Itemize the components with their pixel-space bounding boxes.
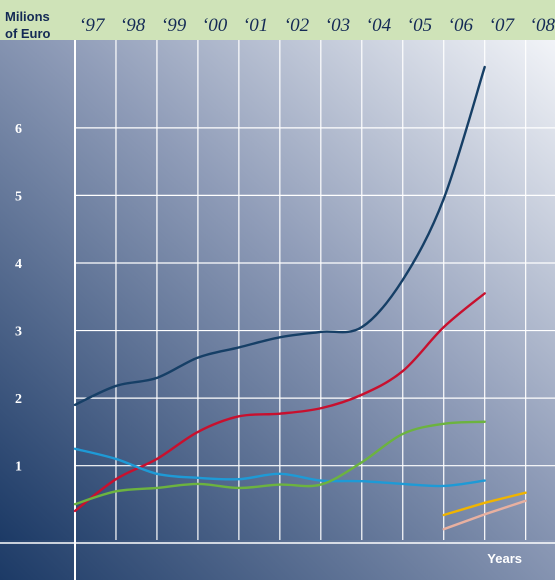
y-tick-label: 6 <box>15 122 22 137</box>
x-axis-label: Years <box>487 551 522 566</box>
y-tick-labels: 1 2 3 4 5 6 <box>15 122 22 475</box>
x-tick-label: ‘03 <box>325 15 350 36</box>
x-tick-label: ‘04 <box>366 15 392 36</box>
y-tick-label: 5 <box>15 189 22 204</box>
series-line <box>73 420 486 506</box>
x-tick-label: ‘99 <box>161 15 187 36</box>
series-line <box>73 65 486 407</box>
x-tick-label: ‘97 <box>79 15 106 36</box>
y-tick-label: 4 <box>15 257 22 272</box>
x-tick-label: ‘06 <box>448 15 474 36</box>
header-band <box>0 0 555 40</box>
x-tick-label: ‘02 <box>284 15 310 36</box>
x-tick-labels: ‘97 ‘98 ‘99 ‘00 ‘01 ‘02 ‘03 ‘04 ‘05 ‘06 ‘07 ‘08 <box>79 15 555 36</box>
x-tick-label: ‘00 <box>202 15 228 36</box>
grid <box>0 40 555 580</box>
x-tick-label: ‘01 <box>243 15 268 36</box>
x-tick-label: ‘98 <box>120 15 146 36</box>
x-tick-label: ‘08 <box>530 15 555 36</box>
y-tick-label: 3 <box>15 325 22 340</box>
y-tick-label: 2 <box>15 392 22 407</box>
series-line <box>73 447 486 488</box>
x-tick-label: ‘07 <box>489 15 516 36</box>
series-line <box>442 499 527 531</box>
plot-area <box>0 40 555 540</box>
x-tick-label: ‘05 <box>407 15 432 36</box>
series-layer <box>73 65 527 531</box>
y-axis-label-line1: Milions <box>5 9 50 24</box>
y-axis-label-line2: of Euro <box>5 26 51 41</box>
series-line <box>442 491 527 517</box>
y-tick-label: 1 <box>15 460 22 475</box>
series-line <box>73 292 486 513</box>
